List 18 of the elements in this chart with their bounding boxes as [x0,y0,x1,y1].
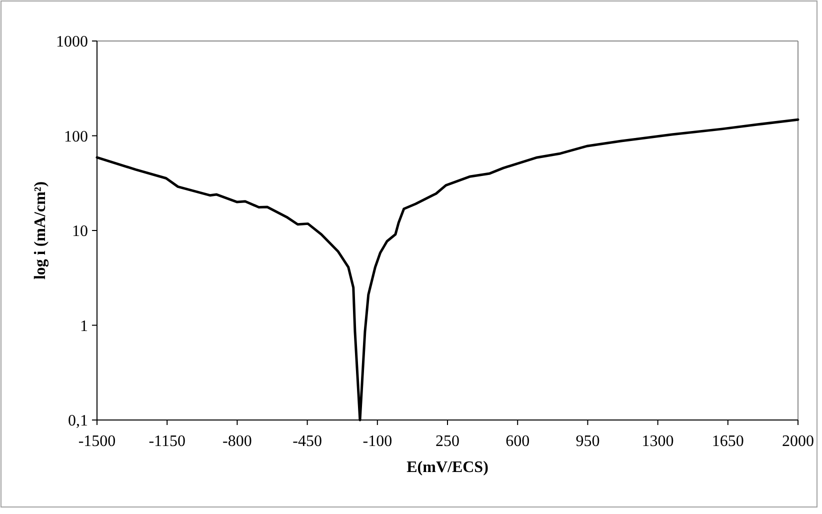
x-tick-label: 600 [506,433,530,450]
x-tick-label: -1500 [78,433,116,450]
x-tick-label: -100 [362,433,392,450]
y-tick-label: 100 [64,128,88,146]
y-tick-label: 10 [72,223,88,240]
y-axis-title: log i (mA/cm²) [32,181,49,280]
y-tick-label: 1000 [56,34,88,51]
x-axis-title: E(mV/ECS) [406,459,488,476]
y-tick-label: 1 [80,318,88,335]
y-tick-label: 0,1 [68,412,88,430]
x-tick-label: 1300 [642,433,674,450]
x-tick-label: 2000 [782,433,814,450]
x-tick-label: 250 [436,433,460,450]
x-tick-label: -1150 [148,433,186,450]
x-tick-label: -800 [222,433,252,450]
x-tick-label: 950 [576,433,600,450]
x-tick-label: 1650 [712,433,744,450]
x-tick-label: -450 [292,433,322,450]
